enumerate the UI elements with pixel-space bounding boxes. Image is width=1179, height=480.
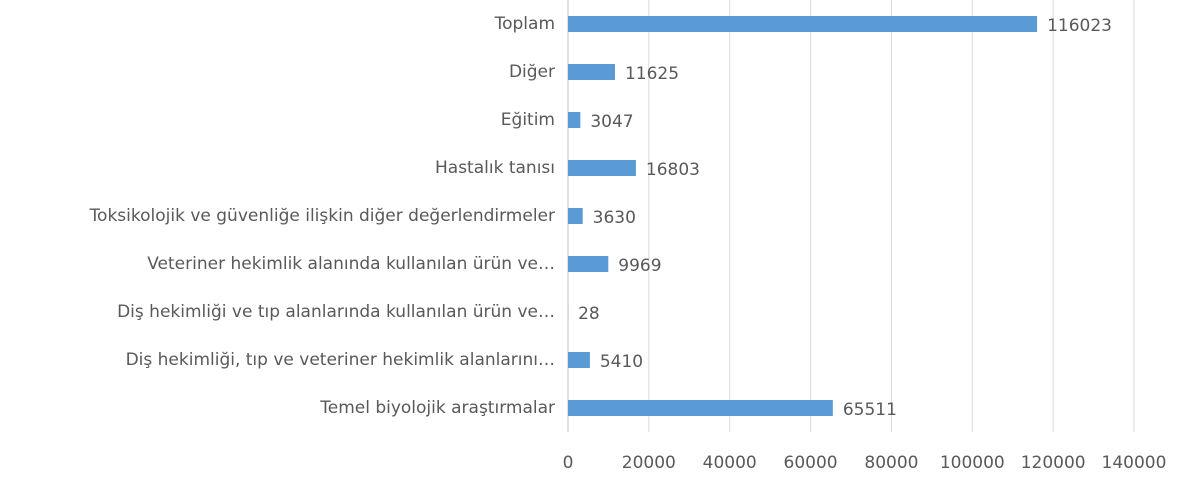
y-tick-label: Temel biyolojik araştırmalar (319, 398, 555, 418)
data-label: 5410 (600, 352, 643, 372)
x-tick-label: 100000 (940, 453, 1005, 473)
data-label: 11625 (625, 64, 679, 84)
y-tick-label: Hastalık tanısı (435, 158, 555, 178)
y-tick-label: Toplam (494, 14, 555, 34)
x-tick-label: 80000 (864, 453, 918, 473)
x-tick-label: 60000 (784, 453, 838, 473)
bar (568, 256, 609, 272)
data-label: 28 (578, 304, 600, 324)
data-label: 65511 (843, 400, 897, 420)
x-tick-label: 0 (563, 453, 574, 473)
y-tick-label: Veteriner hekimlik alanında kullanılan ü… (147, 254, 555, 274)
data-label: 3630 (593, 208, 636, 228)
bar (568, 16, 1038, 32)
x-tick-label: 20000 (622, 453, 676, 473)
data-label: 116023 (1047, 16, 1112, 36)
y-tick-label: Diş hekimliği, tıp ve veteriner hekimlik… (126, 350, 555, 370)
y-tick-label: Eğitim (501, 110, 555, 130)
bar (568, 112, 581, 128)
bar (568, 208, 583, 224)
data-label: 9969 (618, 256, 661, 276)
bar (568, 400, 833, 416)
y-tick-label: Diş hekimliği ve tıp alanlarında kullanı… (117, 302, 555, 322)
x-tick-label: 120000 (1021, 453, 1086, 473)
x-tick-label: 140000 (1102, 453, 1167, 473)
y-tick-label: Diğer (509, 62, 555, 82)
data-label: 3047 (590, 112, 633, 132)
bar (568, 64, 615, 80)
bar (568, 352, 590, 368)
x-tick-label: 40000 (703, 453, 757, 473)
data-label: 16803 (646, 160, 700, 180)
bar (568, 160, 636, 176)
y-tick-label: Toksikolojik ve güvenliğe ilişkin diğer … (89, 206, 555, 226)
